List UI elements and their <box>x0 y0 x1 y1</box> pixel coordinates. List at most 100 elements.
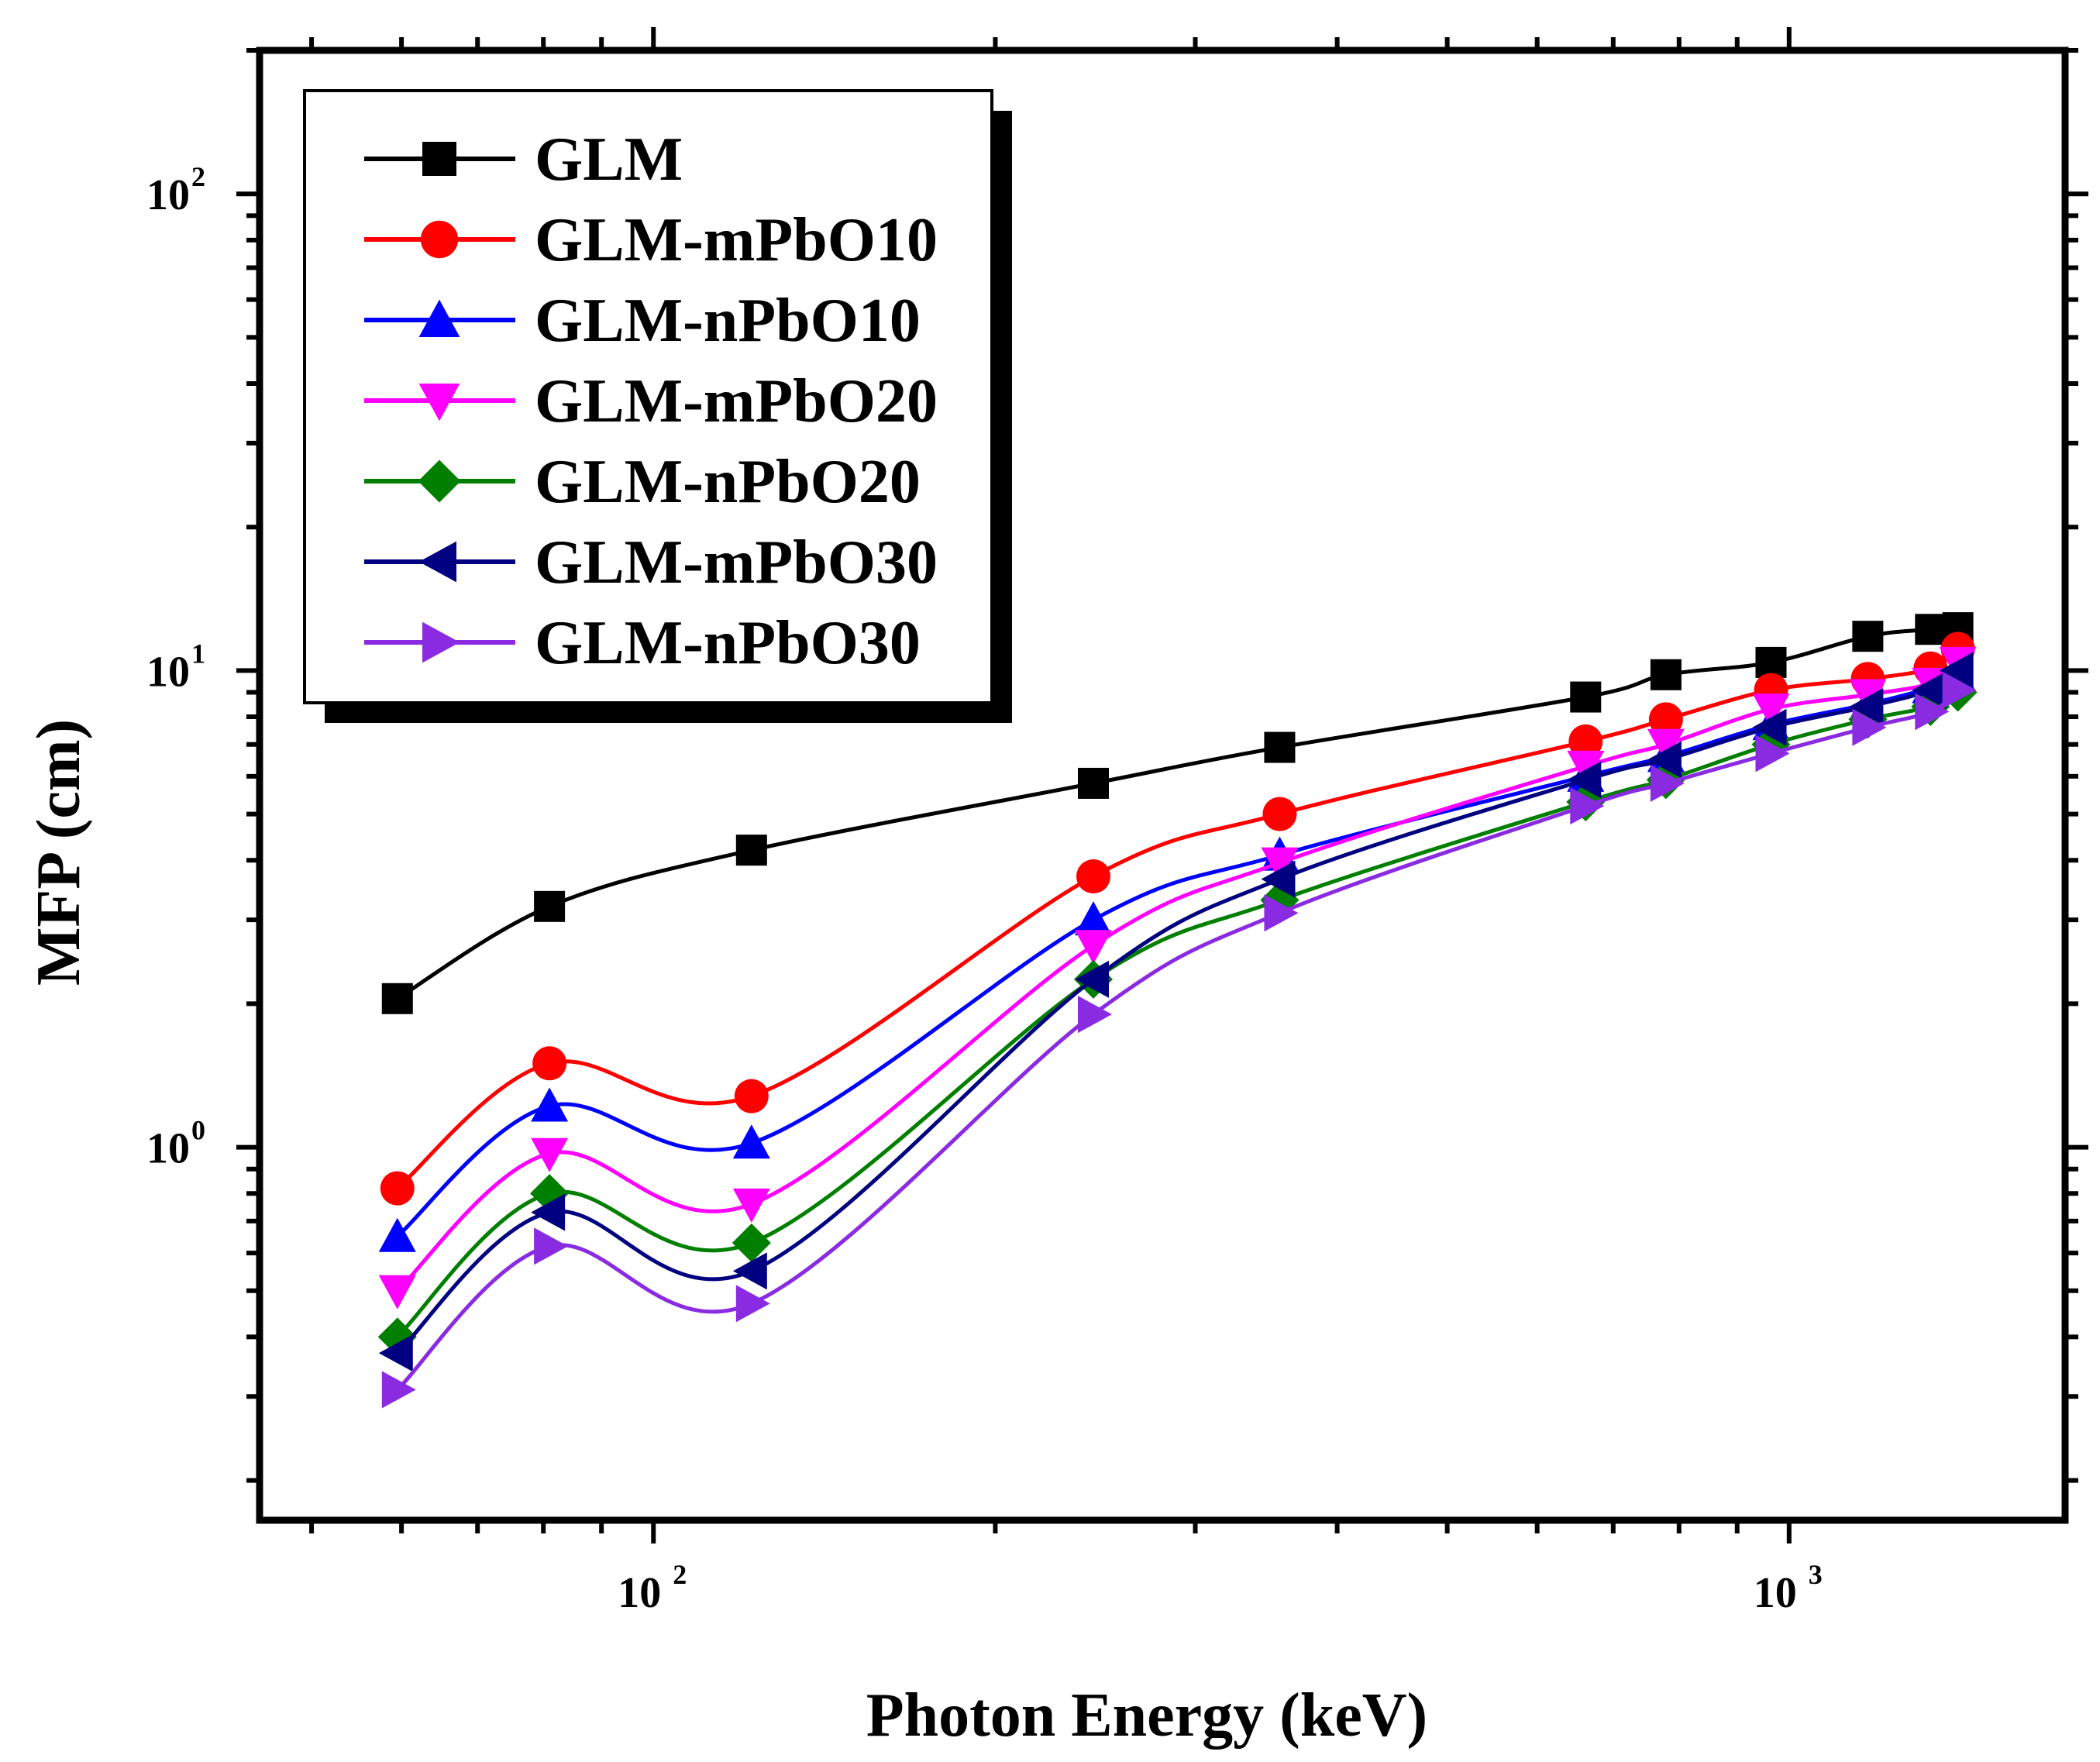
legend-item: GLM-mPbO10 <box>364 206 938 274</box>
data-point <box>531 1137 569 1172</box>
data-point <box>1647 728 1685 763</box>
x-tick-exponent: 2 <box>673 1559 687 1590</box>
data-point <box>1077 996 1112 1034</box>
data-point <box>1570 787 1605 825</box>
data-point <box>1650 764 1685 802</box>
data-point <box>1852 621 1884 652</box>
y-tick-label: 10 <box>146 171 190 219</box>
data-point <box>1074 930 1112 965</box>
y-tick-label: 10 <box>146 648 190 696</box>
data-point <box>732 1252 767 1290</box>
legend-marker <box>418 541 456 583</box>
legend-label: GLM-nPbO10 <box>535 287 921 355</box>
series-layer <box>377 612 1978 1409</box>
data-point <box>531 1193 566 1231</box>
series-glm-mpbo10 <box>380 631 1975 1206</box>
data-point <box>1755 646 1787 678</box>
data-point <box>1752 708 1787 746</box>
series-glm-npbo30 <box>381 671 1977 1409</box>
legend-item: GLM-nPbO10 <box>364 287 921 355</box>
legend-item: GLM-nPbO20 <box>364 448 921 516</box>
series-glm-mpbo20 <box>378 646 1977 1309</box>
data-point <box>1650 659 1682 690</box>
y-tick-exponent: 0 <box>191 1115 205 1146</box>
data-point <box>1647 741 1682 779</box>
data-point <box>734 1079 769 1113</box>
series-glm-npbo10 <box>378 658 1977 1252</box>
data-point <box>378 1275 416 1309</box>
series-line <box>396 647 1960 1190</box>
data-point <box>1752 693 1790 728</box>
x-tick-label: 10 <box>1754 1569 1797 1617</box>
legend-marker <box>418 384 460 422</box>
series-line <box>396 660 1960 1292</box>
data-point <box>1074 901 1112 936</box>
legend-marker <box>420 220 459 259</box>
data-point <box>531 1087 569 1122</box>
series-line <box>396 669 1960 1355</box>
data-point <box>380 1171 415 1206</box>
legend-marker <box>418 459 461 503</box>
x-tick-exponent: 3 <box>1809 1559 1823 1590</box>
legend-label: GLM <box>535 126 683 194</box>
series-glm-mpbo30 <box>378 652 1974 1372</box>
data-point <box>1852 708 1887 746</box>
data-point <box>381 1371 416 1409</box>
plot-frame <box>256 46 2069 1524</box>
series-line <box>396 688 1960 1392</box>
legend-marker <box>422 621 460 663</box>
data-point <box>732 1124 770 1159</box>
legend: GLM GLM-mPbO10 GLM-nPbO10 GLM-mPbO20 GLM-nPb… <box>303 89 1012 723</box>
legend-box <box>303 89 993 704</box>
y-tick-exponent: 1 <box>191 638 205 669</box>
y-tick-exponent: 2 <box>191 161 205 192</box>
data-point <box>1567 761 1602 799</box>
data-point <box>1648 702 1683 737</box>
data-point <box>381 983 413 1014</box>
data-point <box>1261 860 1296 898</box>
data-point <box>378 1334 413 1372</box>
series-line <box>396 690 1959 1339</box>
data-point <box>732 1188 770 1223</box>
legend-marker <box>418 299 460 337</box>
series-line <box>396 625 1958 1000</box>
data-point <box>735 835 767 866</box>
data-point <box>1912 671 1947 709</box>
legend-label: GLM-mPbO30 <box>535 528 938 597</box>
y-tick-label: 10 <box>146 1125 190 1173</box>
legend-label: GLM-nPbO30 <box>535 609 921 677</box>
data-point <box>378 1217 416 1252</box>
data-point <box>534 890 566 922</box>
x-axis-title: Photon Energy (keV) <box>866 1681 1427 1750</box>
legend-item: GLM-mPbO20 <box>364 367 938 435</box>
data-point <box>1570 681 1602 713</box>
x-axis: 10 2 10 3 <box>309 27 1823 1617</box>
data-point <box>1264 731 1296 763</box>
data-point <box>534 1227 569 1265</box>
data-point <box>532 1046 567 1081</box>
data-point <box>1849 679 1887 714</box>
data-point <box>1568 724 1603 759</box>
data-point <box>1567 750 1605 785</box>
data-point <box>1942 671 1977 709</box>
data-point <box>1755 735 1790 773</box>
legend-item: GLM-nPbO30 <box>364 609 921 677</box>
legend-label: GLM-mPbO10 <box>535 206 938 274</box>
legend-label: GLM-mPbO20 <box>535 367 938 435</box>
legend-marker <box>422 142 456 176</box>
y-axis-title: MFP (cm) <box>25 719 93 986</box>
series-glm-npbo20 <box>377 673 1978 1357</box>
data-point <box>1261 847 1299 882</box>
data-point <box>735 1285 770 1323</box>
legend-item: GLM-mPbO30 <box>364 528 938 597</box>
legend-label: GLM-nPbO20 <box>535 448 921 516</box>
data-point <box>1077 767 1109 799</box>
data-point <box>1849 687 1884 725</box>
data-point <box>1076 859 1110 894</box>
legend-item: GLM <box>364 126 683 194</box>
data-point <box>1074 960 1109 998</box>
x-tick-label: 10 <box>618 1569 661 1617</box>
data-point <box>1262 797 1297 831</box>
